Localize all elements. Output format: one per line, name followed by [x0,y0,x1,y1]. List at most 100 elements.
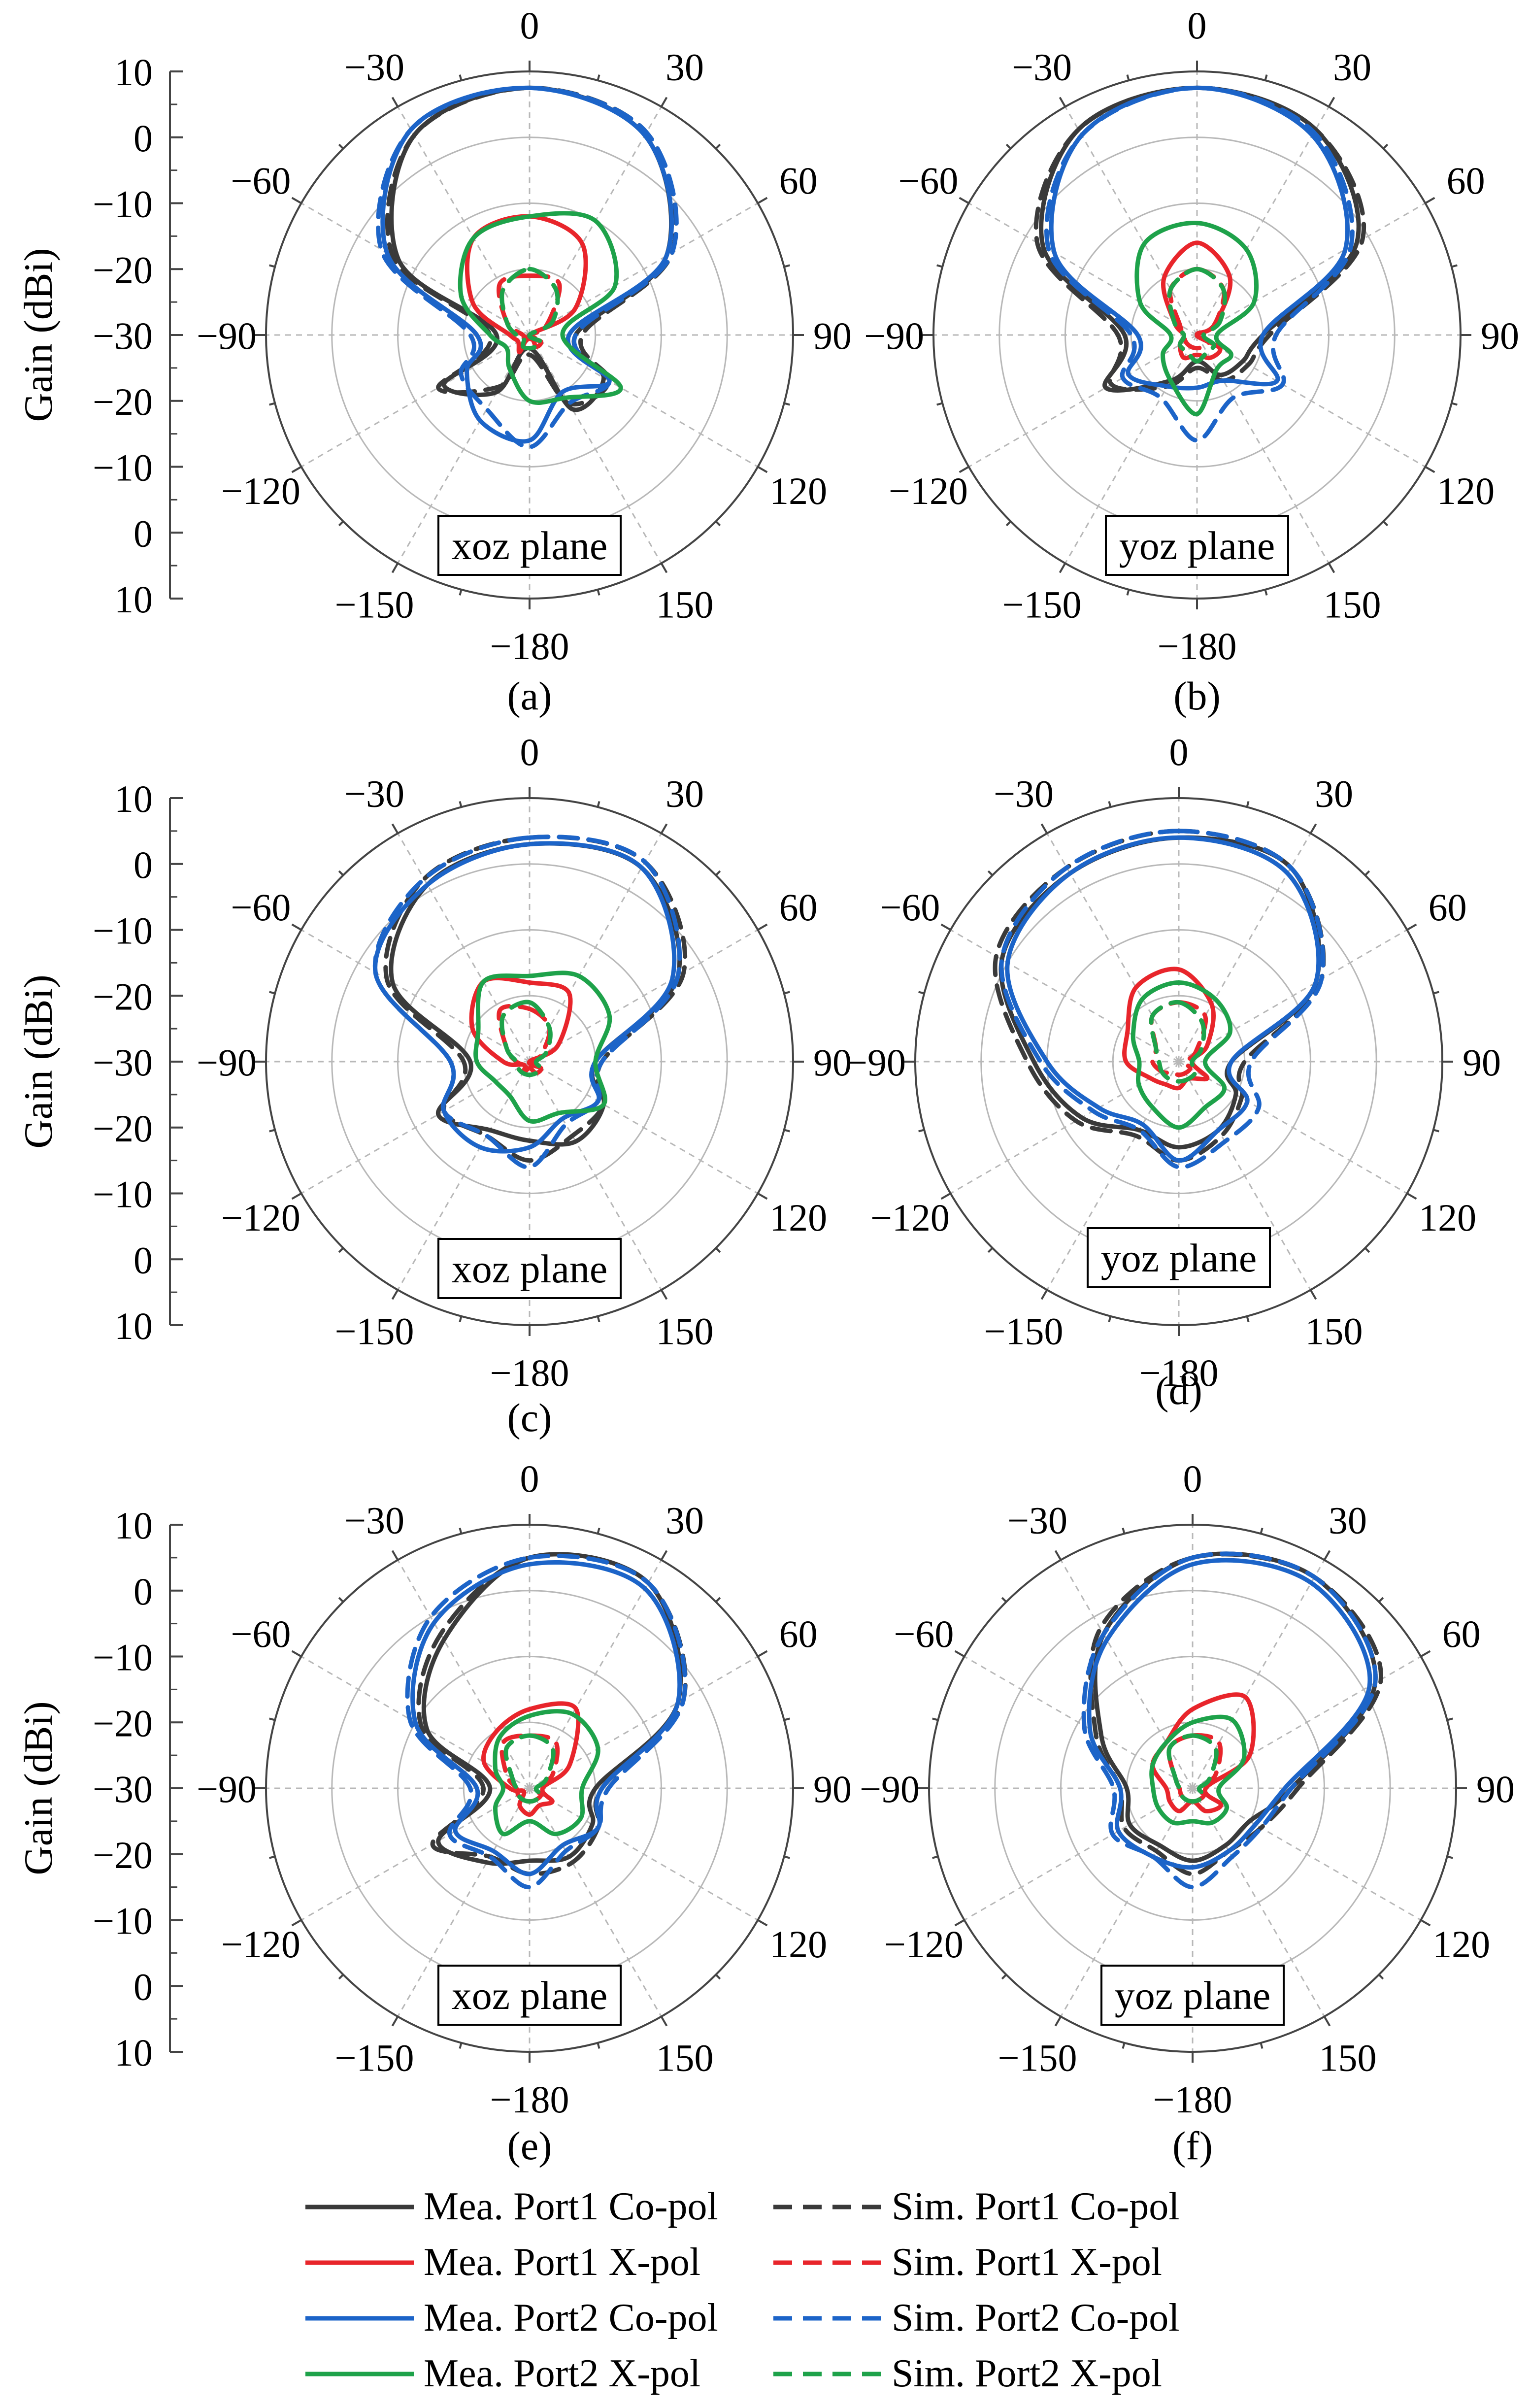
series-sim-port2-x-pol [1149,1000,1206,1084]
gain-tick-label: 10 [114,51,153,94]
series-sim-port2-co-pol [1044,85,1355,443]
angle-tick [1323,1550,1331,1561]
angle-tick [597,801,600,807]
plane-box [1100,1965,1285,2026]
angle-tick [1108,801,1112,807]
angle-tick [940,1192,951,1200]
angle-tick [291,197,302,204]
legend-label: Sim. Port1 X-pol [892,2241,1162,2284]
grid-spoke [529,1061,759,1194]
angle-tick [784,1129,790,1133]
angle-tick [1122,1528,1126,1534]
angle-labels: 0 30 60 90 120 150 −180 −150 −120 −90 −60 −30 [860,1457,1515,2121]
plane-label: xoz plane [452,1246,607,1291]
angle-ticks [255,61,804,609]
grid-spoke [1196,106,1330,335]
series-mea-port2-x-pol [493,1709,600,1837]
series-sim-port1-co-pol [1033,85,1366,392]
angle-tick [757,1650,768,1658]
gain-tick-label: 0 [133,1965,153,2008]
grid-spoke [1192,1787,1422,1921]
angle-tick [660,2016,668,2027]
angle-tick [757,923,768,931]
angle-label: −90 [860,1768,920,1810]
angle-tick [1309,823,1317,834]
angle-label: −150 [335,2037,414,2079]
panel-caption: (c) [507,1395,552,1440]
angle-tick [715,1247,721,1253]
gain-axis: 10 0 −10 −20 −30 −20 −10 0 10 Gain (dBi) [16,777,183,1347]
angle-ticks [918,1514,1467,2063]
series-sim-port2-co-pol [376,85,679,449]
angle-label: −120 [889,469,968,512]
angle-tick [660,1550,668,1561]
angle-label: 0 [520,4,539,47]
angle-tick [1451,402,1458,406]
angle-tick [338,1247,344,1253]
angle-tick [660,97,668,107]
series-mea-port1-x-pol [481,1701,581,1817]
angle-label: 120 [769,1196,827,1239]
angle-tick [757,1919,768,1927]
gain-tick-label: −20 [93,380,153,423]
panel-caption: (d) [1155,1368,1202,1413]
panel-caption: (e) [507,2123,552,2168]
series-sim-port2-co-pol [405,1553,688,1890]
angle-tick [338,1597,344,1603]
grid-spoke [1197,202,1426,336]
angle-labels: 0 30 60 90 120 150 −180 −150 −120 −90 −60 −30 [197,731,852,1394]
angle-tick [1433,1129,1439,1133]
angle-tick [1001,1973,1007,1980]
legend-item: Sim. Port1 X-pol [773,2241,1162,2284]
panel-caption: (f) [1172,2123,1213,2168]
angle-tick [954,1650,965,1658]
angle-label: −150 [335,1310,414,1353]
gain-axes: 10 0 −10 −20 −30 −20 −10 0 10 Gain (dBi) 10 0 −10 −20… [16,51,183,2074]
angle-labels: 0 30 60 90 120 150 −180 −150 −120 −90 −60 −30 [864,4,1519,668]
angle-tick [338,1973,344,1980]
gain-tick-label: 0 [133,1570,153,1613]
polar-panel-f: 0 30 60 90 120 150 −180 −150 −120 −90 −60 −30 yoz pl… [860,1457,1515,2168]
angle-label: −120 [870,1196,950,1239]
gain-tick-label: −10 [93,1900,153,1942]
angle-tick [291,1192,302,1200]
angle-labels: 0 30 60 90 120 150 −180 −150 −120 −90 −60 −30 [197,4,852,668]
grid-spoke [529,1787,759,1921]
angle-label: −30 [994,772,1054,815]
grid-spoke [968,334,1197,468]
angle-label: −150 [984,1310,1064,1353]
angle-label: −90 [846,1041,906,1084]
angle-ticks [904,787,1453,1336]
angle-label: −90 [864,314,924,357]
angle-tick [459,589,463,596]
angle-tick [959,466,969,473]
legend-label: Mea. Port1 X-pol [424,2241,700,2284]
plane-box [437,1238,622,1299]
legend-item: Sim. Port2 X-pol [773,2352,1162,2395]
angle-tick [715,870,721,876]
angle-tick [597,589,600,596]
series-curves [405,1552,688,1890]
angle-tick [391,1289,399,1300]
series-mea-port2-co-pol [1087,1558,1372,1870]
grid-spoke [529,1656,759,1789]
series-curves [372,835,688,1170]
angle-label: 120 [769,1923,827,1966]
legend-item: Mea. Port2 X-pol [305,2352,700,2395]
angle-tick [291,1650,302,1658]
gain-tick-label: −20 [93,975,153,1018]
angle-label: −60 [894,1612,954,1655]
angle-tick [291,466,302,473]
angle-tick [940,923,951,931]
grid-spoke [300,1061,530,1194]
angle-tick [1264,74,1268,81]
angle-label: 150 [1305,1310,1363,1353]
grid-spoke [529,1559,662,1789]
series-mea-port2-co-pol [1005,835,1321,1163]
angle-tick [459,801,463,807]
grid-spokes [915,798,1442,1325]
gain-tick-label: −20 [93,1702,153,1744]
grid-spokes [933,71,1461,599]
angle-label: 0 [1188,4,1207,47]
angle-tick [660,563,668,573]
